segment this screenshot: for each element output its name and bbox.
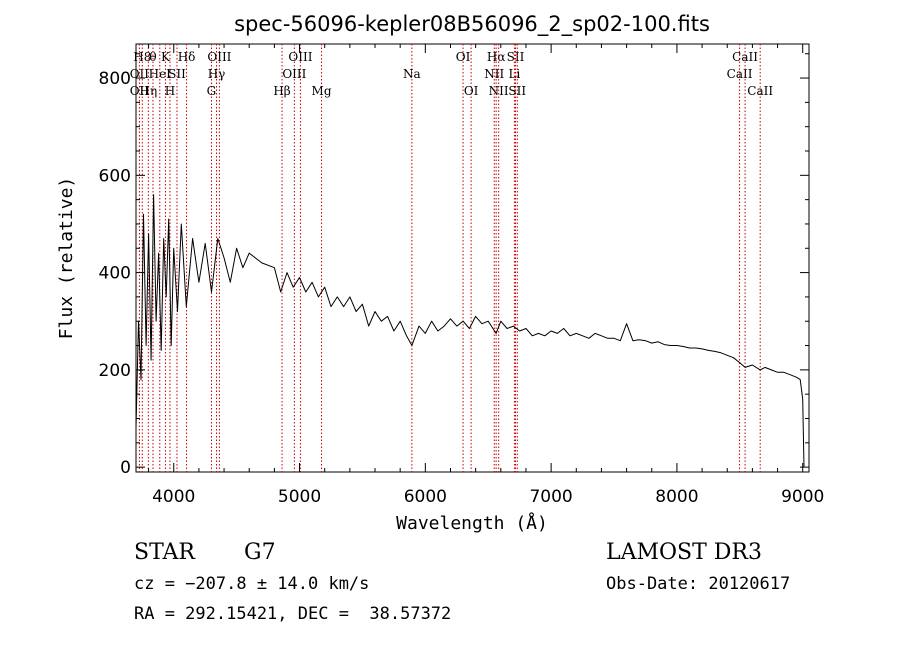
line-marker-label: OIII <box>288 50 312 64</box>
line-marker-label: OI <box>456 50 471 64</box>
y-tick-label: 200 <box>99 361 131 381</box>
x-tick-label: 4000 <box>152 487 195 507</box>
plot-frame <box>135 43 810 473</box>
y-tick-label: 800 <box>99 69 131 89</box>
line-marker-label: SII <box>507 50 525 64</box>
line-marker-label: K <box>161 50 171 64</box>
line-marker-label: OIII <box>207 50 231 64</box>
line-marker-label: Mg <box>312 84 332 98</box>
line-marker-label: HeI <box>149 67 172 81</box>
y-tick-label: 600 <box>99 166 131 186</box>
line-marker-label: G <box>207 84 217 98</box>
line-marker-label: Hβ <box>273 84 290 98</box>
line-marker-label: CaII <box>732 50 758 64</box>
x-tick-label: 9000 <box>781 487 824 507</box>
line-marker-label: Hη <box>139 84 157 98</box>
survey-name: LAMOST DR3 <box>606 540 762 565</box>
spectrum-series-line <box>135 194 805 468</box>
x-tick-label: 6000 <box>404 487 447 507</box>
chart-title: spec-56096-kepler08B56096_2_sp02-100.fit… <box>234 12 710 37</box>
line-marker-label: SII <box>168 67 186 81</box>
line-marker-layer: OIIOIIH8HηθHeIKHSIIHδGHγOIIIHβOIIIOIIIMg… <box>130 44 773 472</box>
line-marker-label: OII <box>130 84 150 98</box>
object-class: STAR <box>134 540 195 565</box>
x-tick-label: 7000 <box>529 487 572 507</box>
x-axis-label: Wavelength (Å) <box>396 512 548 534</box>
line-marker-label: NII <box>484 67 504 81</box>
observation-date: Obs-Date: 20120617 <box>606 574 791 594</box>
line-marker-label: OI <box>464 84 479 98</box>
redshift-readout: cz = −207.8 ± 14.0 km/s <box>134 574 370 594</box>
y-axis-label: Flux (relative) <box>56 177 77 340</box>
y-tick-label: 400 <box>99 264 131 284</box>
line-marker-label: CaII <box>747 84 773 98</box>
series-layer <box>135 194 805 468</box>
x-tick-label: 8000 <box>655 487 698 507</box>
line-marker-label: Li <box>508 67 520 81</box>
line-marker-label: Hγ <box>208 67 226 81</box>
object-subclass: G7 <box>244 540 276 565</box>
line-marker-label: Hα <box>487 50 506 64</box>
line-marker-label: OII <box>130 67 150 81</box>
line-marker-label: Hδ <box>178 50 196 64</box>
line-marker-label: SII <box>508 84 526 98</box>
line-marker-label: H <box>165 84 175 98</box>
coordinates-readout: RA = 292.15421, DEC = 38.57372 <box>134 604 452 624</box>
line-marker-label: OIII <box>282 67 306 81</box>
y-tick-label: 0 <box>120 458 131 478</box>
x-tick-label: 5000 <box>278 487 321 507</box>
line-marker-label: CaII <box>727 67 753 81</box>
line-marker-label: θ <box>149 50 156 64</box>
axis-ticks: 4000 5000 6000 7000 8000 9000 0 200 400 600 800 <box>99 44 824 507</box>
line-marker-label: Na <box>403 67 421 81</box>
line-marker-label: NII <box>489 84 509 98</box>
